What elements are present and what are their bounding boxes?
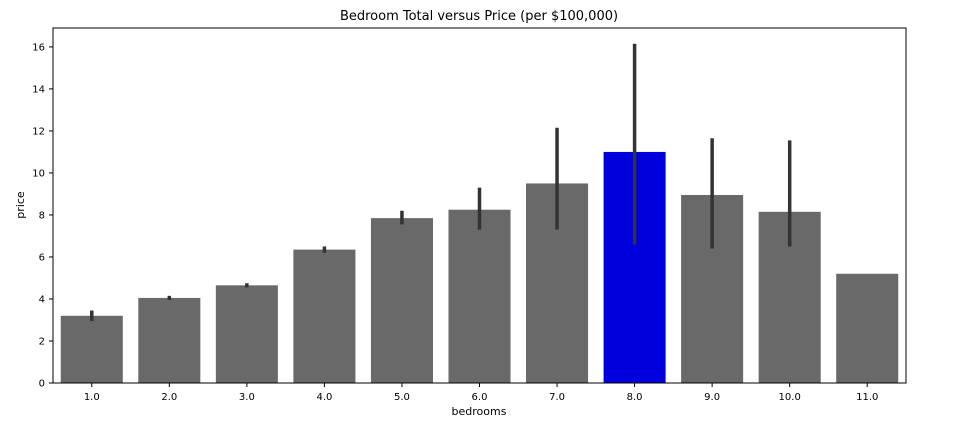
y-tick-label: 2 <box>39 336 45 347</box>
errorbars-group <box>90 43 792 322</box>
x-tick-label: 7.0 <box>549 392 565 403</box>
bars-group <box>60 151 899 383</box>
x-tick-label: 9.0 <box>704 392 720 403</box>
bar-4.0 <box>293 249 356 383</box>
y-tick-label: 10 <box>32 168 45 179</box>
y-tick-label: 12 <box>32 126 45 137</box>
bar-11.0 <box>836 273 899 383</box>
y-tick-label: 4 <box>39 294 45 305</box>
x-tick-label: 1.0 <box>84 392 100 403</box>
y-axis: 0 2 4 6 8 10 12 14 16 <box>32 42 53 390</box>
x-tick-label: 6.0 <box>472 392 488 403</box>
y-tick-label: 16 <box>32 42 45 53</box>
bar-6.0 <box>448 209 511 383</box>
x-tick-label: 10.0 <box>779 392 801 403</box>
x-tick-label: 5.0 <box>394 392 410 403</box>
x-tick-label: 8.0 <box>627 392 643 403</box>
y-tick-label: 0 <box>39 379 45 390</box>
y-tick-label: 8 <box>39 210 45 221</box>
chart-title: Bedroom Total versus Price (per $100,000… <box>340 9 618 24</box>
y-tick-label: 6 <box>39 252 45 263</box>
x-axis: 1.0 2.0 3.0 4.0 5.0 6.0 7.0 8.0 9.0 10.0 11.0 <box>84 383 878 403</box>
bar-1.0 <box>60 315 123 383</box>
bar-3.0 <box>215 285 278 383</box>
x-tick-label: 2.0 <box>161 392 177 403</box>
bar-5.0 <box>370 218 433 383</box>
bar-2.0 <box>138 297 201 383</box>
y-axis-label: price <box>14 191 27 219</box>
x-tick-label: 4.0 <box>316 392 332 403</box>
x-tick-label: 11.0 <box>856 392 878 403</box>
x-axis-label: bedrooms <box>452 405 507 418</box>
x-tick-label: 3.0 <box>239 392 255 403</box>
y-tick-label: 14 <box>32 84 45 95</box>
